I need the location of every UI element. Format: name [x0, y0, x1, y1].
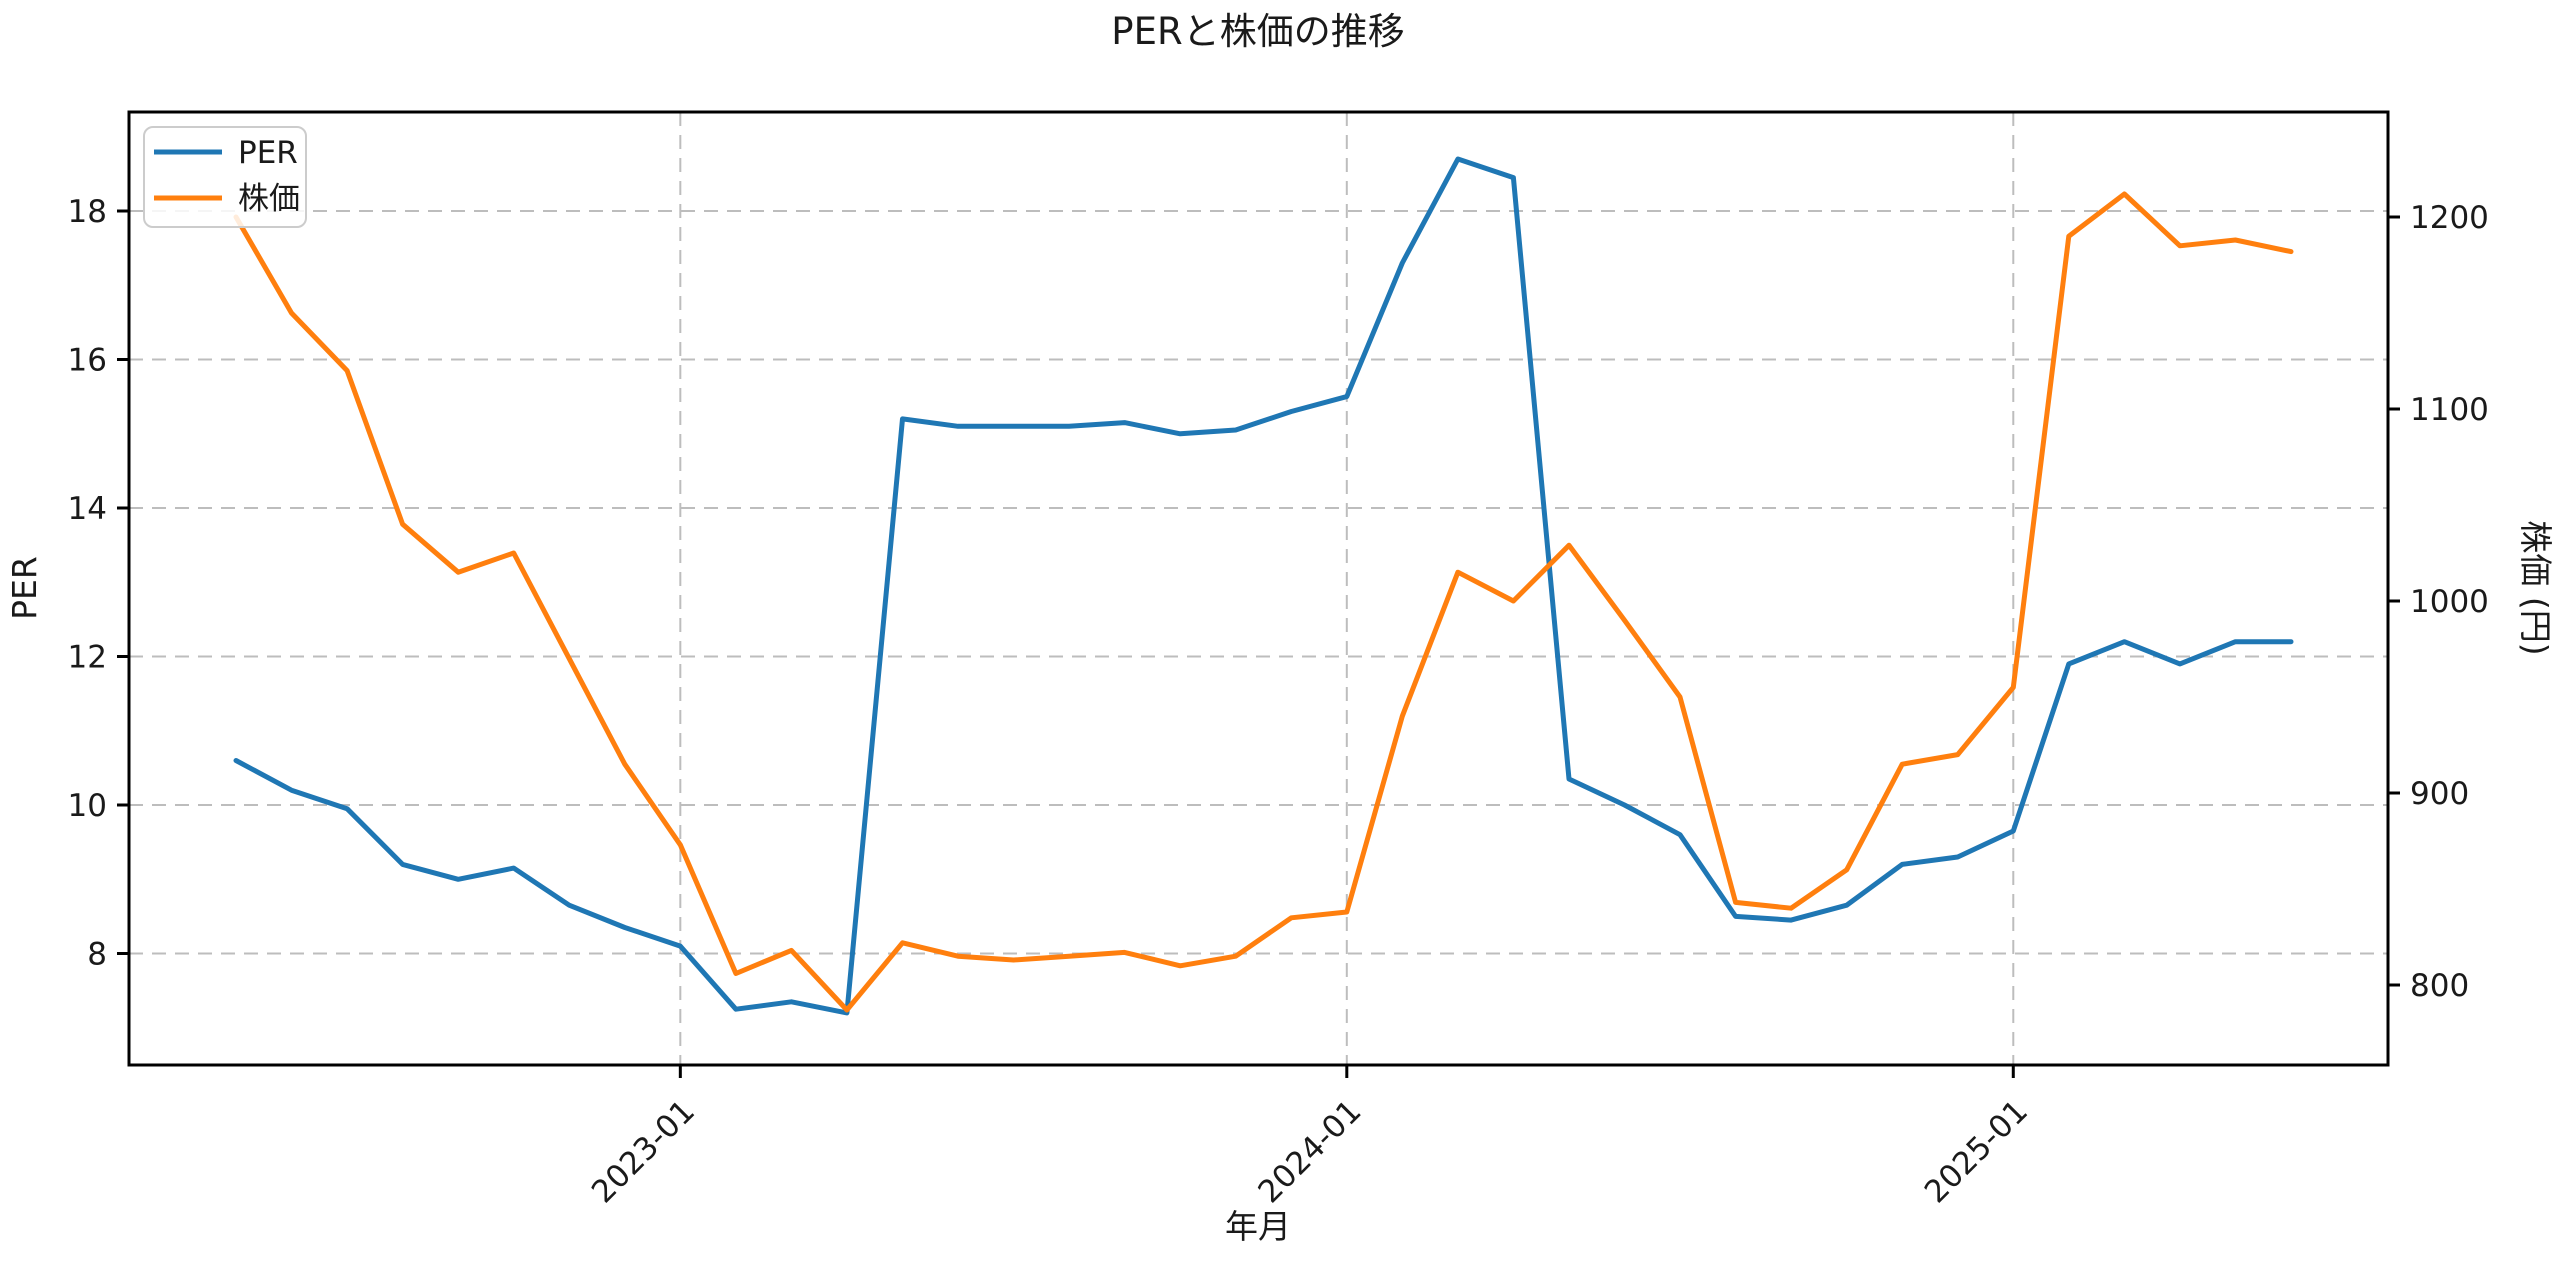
data-lines: [233, 156, 2294, 1016]
y-axis-label-right: 株価 (円): [2516, 520, 2555, 655]
x-tick-label: 2024-01: [1251, 1093, 1368, 1210]
y-right-tick-label: 1100: [2410, 392, 2489, 428]
y-right-tick-label: 1200: [2410, 200, 2489, 236]
x-axis-label: 年月: [1225, 1207, 1291, 1246]
legend: PER 株価: [143, 126, 307, 228]
gridlines: [129, 112, 2388, 1065]
axis-tick-labels: 8 10 12 14 16 18 800 900 1000 1100 1200 2023-01 2024…: [68, 194, 2489, 1210]
y-right-tick-label: 800: [2410, 968, 2469, 1004]
axis-ticks: [117, 209, 2400, 1078]
legend-label-1: 株価: [238, 181, 300, 217]
series-line-PER: [233, 156, 2294, 1016]
series-line-株価: [233, 191, 2294, 1013]
y-right-tick-label: 900: [2410, 776, 2469, 812]
plot-frame: [127, 110, 2390, 1067]
y-left-tick-label: 14: [68, 491, 107, 527]
y-left-tick-label: 8: [87, 937, 107, 973]
y-left-tick-label: 12: [68, 640, 107, 676]
y-left-tick-label: 16: [68, 343, 107, 379]
chart-title: PERと株価の推移: [1111, 10, 1404, 53]
y-right-tick-label: 1000: [2410, 584, 2489, 620]
y-left-tick-label: 18: [68, 194, 107, 230]
x-tick-label: 2025-01: [1918, 1093, 2035, 1210]
y-axis-label-left: PER: [5, 556, 44, 620]
legend-label-0: PER: [238, 135, 298, 171]
x-tick-label: 2023-01: [585, 1093, 702, 1210]
y-left-tick-label: 10: [68, 788, 107, 824]
